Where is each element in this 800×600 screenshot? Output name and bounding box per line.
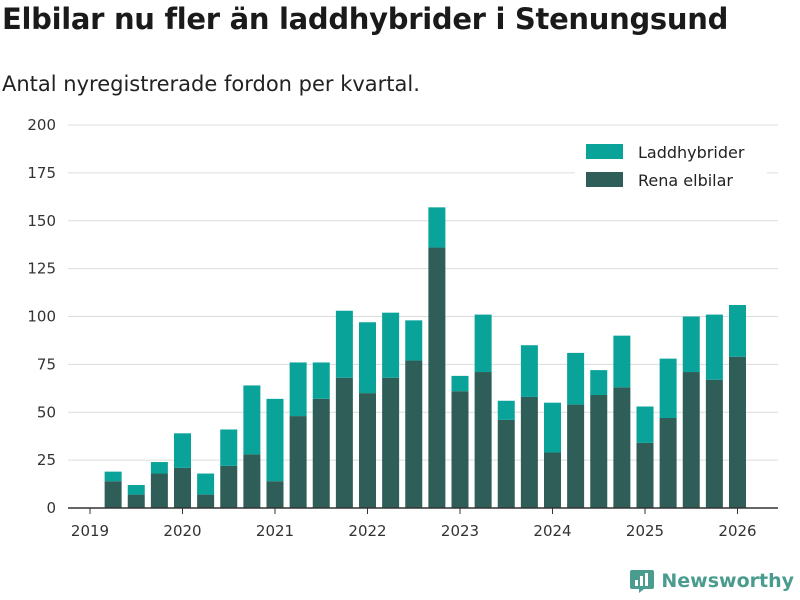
bar-rena-elbilar (220, 465, 238, 508)
bar-rena-elbilar (335, 377, 353, 508)
bar-rena-elbilar (636, 442, 654, 508)
x-tick-label: 2024 (533, 522, 571, 540)
bar-laddhybrider (266, 398, 284, 482)
bar-chart-logo-icon (630, 570, 655, 593)
bar-rena-elbilar (590, 395, 608, 508)
bar-rena-elbilar (705, 379, 723, 508)
bar-laddhybrider (289, 362, 307, 417)
bar-rena-elbilar (174, 467, 191, 508)
legend-label: Laddhybrider (638, 143, 745, 162)
bar-rena-elbilar (428, 247, 446, 508)
y-tick-label: 200 (27, 116, 56, 134)
bar-rena-elbilar (613, 387, 631, 508)
brand-name: Newsworthy (661, 570, 794, 592)
chart-title: Elbilar nu fler än laddhybrider i Stenun… (2, 2, 729, 36)
bar-laddhybrider (659, 358, 677, 418)
x-axis: 2019 2020 2021 2022 2023 2024 2025 2026 (68, 507, 778, 540)
bar-laddhybrider (636, 406, 654, 443)
bar-laddhybrider (243, 385, 261, 455)
bar-rena-elbilar (451, 391, 469, 508)
bar-rena-elbilar (289, 416, 307, 508)
x-tick-label: 2025 (626, 522, 664, 540)
bar-laddhybrider (428, 207, 446, 248)
bar-rena-elbilar (266, 481, 284, 508)
legend-swatch (586, 144, 623, 159)
bar-rena-elbilar (497, 419, 515, 508)
bar-laddhybrider (520, 345, 538, 397)
y-tick-label: 150 (27, 212, 56, 230)
chart-subtitle: Antal nyregistrerade fordon per kvartal. (2, 72, 420, 96)
bar-laddhybrider (682, 316, 700, 373)
bar-rena-elbilar (150, 473, 168, 508)
y-tick-label: 125 (27, 260, 56, 278)
bar-rena-elbilar (359, 393, 376, 508)
bar-rena-elbilar (312, 398, 330, 508)
bar-laddhybrider (705, 314, 723, 380)
y-tick-label: 50 (37, 403, 56, 421)
bar-rena-elbilar (729, 356, 746, 508)
legend-label: Rena elbilar (638, 171, 733, 190)
bar-laddhybrider (359, 322, 376, 394)
y-tick-label: 0 (46, 499, 56, 517)
bar-laddhybrider (312, 362, 330, 399)
bar-laddhybrider (197, 473, 215, 495)
bar-rena-elbilar (243, 454, 261, 508)
bar-rena-elbilar (682, 372, 700, 508)
bar-laddhybrider (590, 370, 608, 396)
bar-laddhybrider (335, 310, 353, 378)
legend-swatch (586, 172, 623, 187)
bar-rena-elbilar (520, 396, 538, 508)
bar-laddhybrider (613, 335, 631, 388)
bar-rena-elbilar (474, 372, 492, 508)
x-tick-label: 2023 (441, 522, 479, 540)
bar-laddhybrider (127, 485, 145, 495)
bar-rena-elbilar (659, 417, 677, 508)
bar-laddhybrider (544, 402, 561, 453)
bar-laddhybrider (405, 320, 423, 361)
bar-laddhybrider (497, 400, 515, 420)
bar-laddhybrider (220, 429, 238, 466)
bar-laddhybrider (729, 305, 746, 357)
bar-rena-elbilar (197, 494, 215, 508)
y-tick-label: 25 (37, 451, 56, 469)
bar-laddhybrider (451, 375, 469, 392)
bar-rena-elbilar (405, 360, 423, 508)
bar-laddhybrider (174, 433, 191, 468)
bars (104, 207, 746, 508)
bar-laddhybrider (474, 314, 492, 373)
x-tick-label: 2019 (71, 522, 109, 540)
bar-laddhybrider (104, 471, 122, 482)
legend: Laddhybrider Rena elbilar (575, 137, 767, 197)
x-tick-label: 2022 (348, 522, 386, 540)
y-tick-label: 175 (27, 164, 56, 182)
y-axis-labels: 0 25 50 75 100 125 150 175 200 (27, 116, 56, 517)
y-tick-label: 100 (27, 308, 56, 326)
bar-rena-elbilar (567, 404, 585, 508)
brand-logo: Newsworthy (629, 568, 794, 594)
x-tick-label: 2020 (163, 522, 201, 540)
x-tick-label: 2026 (718, 522, 756, 540)
bar-rena-elbilar (127, 494, 145, 508)
bar-rena-elbilar (544, 452, 561, 508)
bar-rena-elbilar (382, 377, 400, 508)
bar-rena-elbilar (104, 481, 122, 508)
bar-laddhybrider (382, 312, 400, 378)
y-tick-label: 75 (37, 355, 56, 373)
bar-laddhybrider (567, 352, 585, 405)
x-tick-label: 2021 (256, 522, 294, 540)
bar-laddhybrider (150, 462, 168, 474)
